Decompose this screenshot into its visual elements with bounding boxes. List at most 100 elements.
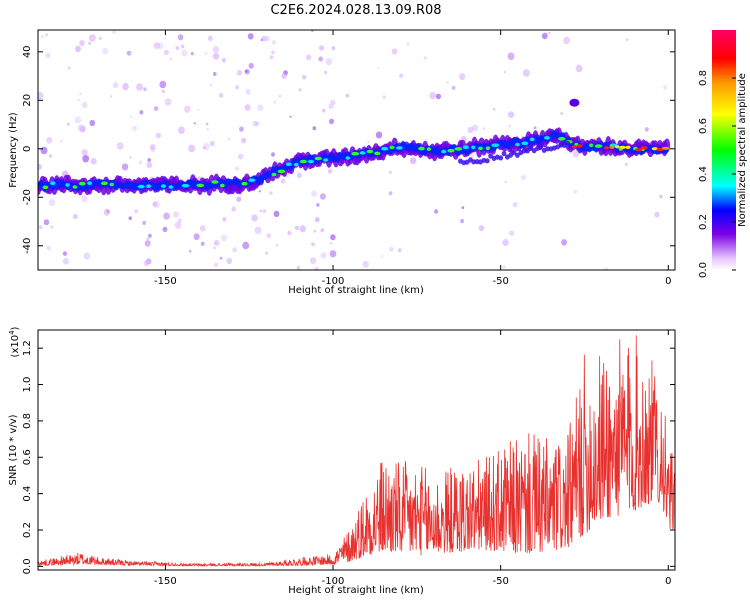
noise-blob xyxy=(130,115,133,118)
noise-blob xyxy=(177,218,182,223)
ridge-spot xyxy=(485,146,491,150)
noise-blob xyxy=(299,225,306,233)
noise-blob xyxy=(388,246,394,252)
noise-blob xyxy=(121,163,129,171)
ridge-spot xyxy=(389,145,395,150)
noise-blob xyxy=(278,94,282,98)
ridge-spot xyxy=(491,143,500,147)
noise-blob xyxy=(136,83,144,91)
ridge-spot xyxy=(109,182,115,187)
noise-blob xyxy=(289,115,292,118)
noise-blob xyxy=(138,160,143,165)
noise-blob xyxy=(213,240,220,246)
ridge-hot-spot xyxy=(615,145,620,149)
noise-blob xyxy=(375,131,383,139)
noise-blob xyxy=(257,104,264,112)
noise-blob xyxy=(213,72,217,76)
noise-blob xyxy=(45,33,48,37)
noise-blob xyxy=(301,74,307,80)
ridge-spot xyxy=(196,183,205,188)
noise-blob xyxy=(435,93,441,100)
noise-blob xyxy=(46,136,53,144)
spectrogram-panel: -150 -100 -50 0 -40 -20 0 20 40 Height of strai… xyxy=(8,29,676,296)
noise-blob xyxy=(625,38,629,42)
noise-blob xyxy=(155,132,161,139)
ridge-spot xyxy=(307,159,314,164)
noise-blob xyxy=(199,225,206,232)
noise-blob xyxy=(275,244,279,247)
noise-blob xyxy=(209,140,215,147)
branch-blob xyxy=(565,140,571,146)
y-tick-label: 0.4 xyxy=(22,486,33,502)
colorbar-tick-label: 0.0 xyxy=(698,262,709,278)
noise-blob xyxy=(207,35,213,42)
noise-blob xyxy=(188,144,196,153)
ridge-spot xyxy=(521,141,529,146)
noise-blob xyxy=(446,81,450,84)
noise-blob xyxy=(206,122,209,126)
noise-blob xyxy=(271,152,275,157)
noise-blob xyxy=(503,70,506,74)
noise-blob xyxy=(258,190,261,193)
colorbar-ticks: 0.0 0.2 0.4 0.6 0.8 xyxy=(698,70,736,278)
noise-blob xyxy=(248,62,254,69)
noise-blob xyxy=(520,174,526,181)
noise-blob xyxy=(102,47,109,55)
y-tick-label: 0 xyxy=(22,146,33,152)
branch-blob xyxy=(538,143,544,149)
figure-title: C2E6.2024.028.13.09.R08 xyxy=(270,3,441,18)
ridge-hot-spot xyxy=(604,146,609,150)
ridge-spot xyxy=(181,183,190,188)
ridge-spot xyxy=(299,159,308,164)
noise-blob xyxy=(244,104,251,111)
branch-blob xyxy=(511,150,517,156)
branch-blob xyxy=(501,150,507,157)
noise-blob xyxy=(221,234,228,242)
noise-blob xyxy=(122,82,129,91)
noise-blob xyxy=(116,142,124,150)
ridge-spot xyxy=(79,181,86,186)
spectrogram-x-ticks: -150 -100 -50 0 xyxy=(154,30,671,287)
y-tick-label: 20 xyxy=(22,94,33,107)
noise-blob xyxy=(331,46,336,51)
ridge-spot xyxy=(277,169,286,174)
noise-blob xyxy=(533,126,537,130)
noise-blob xyxy=(81,195,88,203)
noise-blob xyxy=(320,252,327,259)
branch-blob xyxy=(508,152,514,158)
colorbar-gradient xyxy=(712,30,736,270)
ridge-spot xyxy=(589,143,594,148)
noise-blob xyxy=(203,146,206,150)
noise-blob xyxy=(112,82,119,89)
noise-blob xyxy=(287,230,292,236)
noise-blob xyxy=(169,57,173,62)
noise-blob xyxy=(461,206,465,210)
noise-blob xyxy=(241,137,247,144)
noise-blob xyxy=(83,252,91,260)
noise-blob xyxy=(221,57,226,63)
noise-blob xyxy=(508,124,512,128)
noise-blob xyxy=(315,217,320,223)
noise-blob xyxy=(259,209,263,213)
noise-blob xyxy=(142,220,147,225)
noise-blob xyxy=(244,69,248,73)
noise-blob xyxy=(281,73,287,79)
noise-blob xyxy=(320,228,325,233)
ridge-spot xyxy=(594,144,603,148)
noise-blob xyxy=(79,40,85,47)
noise-blob xyxy=(305,54,312,61)
noise-blob xyxy=(388,191,393,196)
ridge-hot-spot xyxy=(661,146,670,150)
noise-blob xyxy=(129,156,132,159)
noise-blob xyxy=(322,108,326,113)
x-tick-label: -150 xyxy=(154,276,177,287)
noise-blob xyxy=(139,110,144,115)
noise-blob xyxy=(235,85,240,90)
noise-blob xyxy=(265,251,269,255)
noise-blob xyxy=(236,69,242,76)
noise-blob xyxy=(296,265,301,270)
noise-blob xyxy=(234,166,240,171)
noise-blob xyxy=(232,247,237,253)
noise-blob xyxy=(103,208,110,216)
noise-blob xyxy=(262,209,267,214)
